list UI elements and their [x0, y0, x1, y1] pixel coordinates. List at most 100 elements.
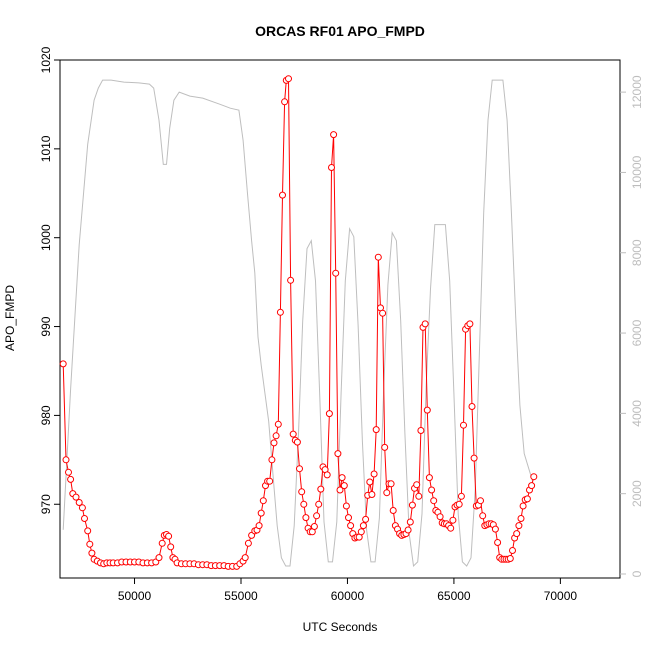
data-point: [313, 512, 321, 520]
data-point: [425, 474, 433, 482]
data-point: [298, 488, 306, 496]
data-point: [317, 485, 325, 493]
data-point: [383, 489, 391, 497]
data-point: [158, 539, 166, 547]
data-point: [323, 471, 331, 479]
y2-tick-label: 6000: [630, 319, 644, 346]
data-point: [470, 454, 478, 462]
data-point: [332, 269, 340, 277]
data-point: [357, 528, 365, 536]
data-point: [468, 403, 476, 410]
x-tick-label: 55000: [224, 589, 258, 603]
data-point: [381, 443, 389, 451]
data-point: [389, 507, 397, 514]
data-point: [519, 502, 527, 510]
data-point: [530, 473, 538, 481]
data-point: [310, 523, 318, 530]
data-point: [491, 525, 499, 533]
data-point: [328, 164, 335, 171]
data-point: [447, 524, 455, 532]
data-point: [334, 450, 342, 458]
data-point: [302, 514, 310, 522]
data-point: [413, 481, 421, 489]
plot-frame: [59, 59, 621, 579]
data-point: [315, 500, 323, 508]
data-point: [359, 522, 367, 530]
data-point: [374, 253, 382, 261]
data-point: [296, 465, 303, 473]
series-layer: [59, 75, 538, 570]
data-point: [325, 410, 333, 418]
y2-tick-label: 2000: [630, 480, 644, 507]
data-point: [477, 497, 484, 505]
data-point: [274, 420, 282, 428]
secondary-series-line: [62, 79, 534, 568]
data-point: [287, 276, 295, 284]
data-point: [370, 470, 378, 478]
data-point: [84, 527, 92, 535]
data-point: [417, 427, 425, 434]
data-point: [330, 131, 338, 139]
data-point: [300, 500, 308, 508]
data-point: [455, 500, 463, 508]
data-point: [515, 522, 523, 530]
data-point: [460, 421, 467, 429]
data-point: [362, 515, 370, 523]
y-tick-label: 1020: [39, 46, 53, 73]
data-point: [449, 516, 457, 524]
data-point: [270, 439, 278, 447]
data-point: [506, 555, 514, 562]
data-point: [281, 98, 289, 106]
data-point: [167, 543, 175, 551]
data-point: [279, 191, 286, 199]
x-tick-label: 50000: [118, 589, 152, 603]
data-point: [528, 482, 536, 490]
data-point: [241, 554, 249, 562]
data-point: [509, 547, 516, 554]
data-point: [342, 502, 350, 510]
data-point: [372, 426, 380, 434]
data-point: [494, 539, 502, 546]
data-point: [257, 509, 265, 517]
data-point: [415, 492, 423, 500]
data-point: [513, 530, 521, 538]
data-point: [347, 522, 355, 530]
y2-tick-label: 8000: [630, 239, 644, 266]
data-point: [340, 482, 348, 490]
data-point: [436, 513, 444, 521]
data-point: [86, 540, 94, 548]
data-point: [466, 320, 474, 328]
data-point: [457, 492, 465, 500]
y-tick-label: 1000: [39, 224, 53, 251]
data-point: [421, 320, 429, 328]
x-tick-label: 70000: [544, 589, 578, 603]
data-point: [81, 515, 88, 522]
data-point: [404, 526, 412, 534]
y2-tick-label: 4000: [630, 400, 644, 427]
data-point: [165, 532, 173, 540]
data-point: [428, 486, 436, 494]
x-axis-title: UTC Seconds: [303, 620, 378, 634]
data-point: [72, 493, 80, 501]
chart-title: ORCAS RF01 APO_FMPD: [255, 23, 425, 39]
data-point: [266, 477, 274, 485]
x-tick-label: 60000: [331, 589, 365, 603]
y-axis-title: APO_FMPD: [3, 285, 17, 351]
data-point: [336, 486, 344, 494]
data-point: [255, 522, 263, 530]
data-point: [338, 474, 346, 482]
y2-tick-label: 12000: [630, 75, 644, 109]
data-point: [387, 480, 395, 488]
data-point: [67, 475, 75, 483]
primary-series-line: [62, 77, 535, 567]
y-tick-label: 1010: [39, 135, 53, 162]
data-point: [368, 491, 376, 498]
data-point: [379, 309, 387, 317]
data-point: [430, 497, 438, 505]
data-point: [345, 514, 352, 522]
data-point: [408, 501, 416, 509]
y-tick-label: 970: [39, 494, 53, 514]
data-point: [155, 554, 163, 562]
data-point: [289, 430, 297, 438]
